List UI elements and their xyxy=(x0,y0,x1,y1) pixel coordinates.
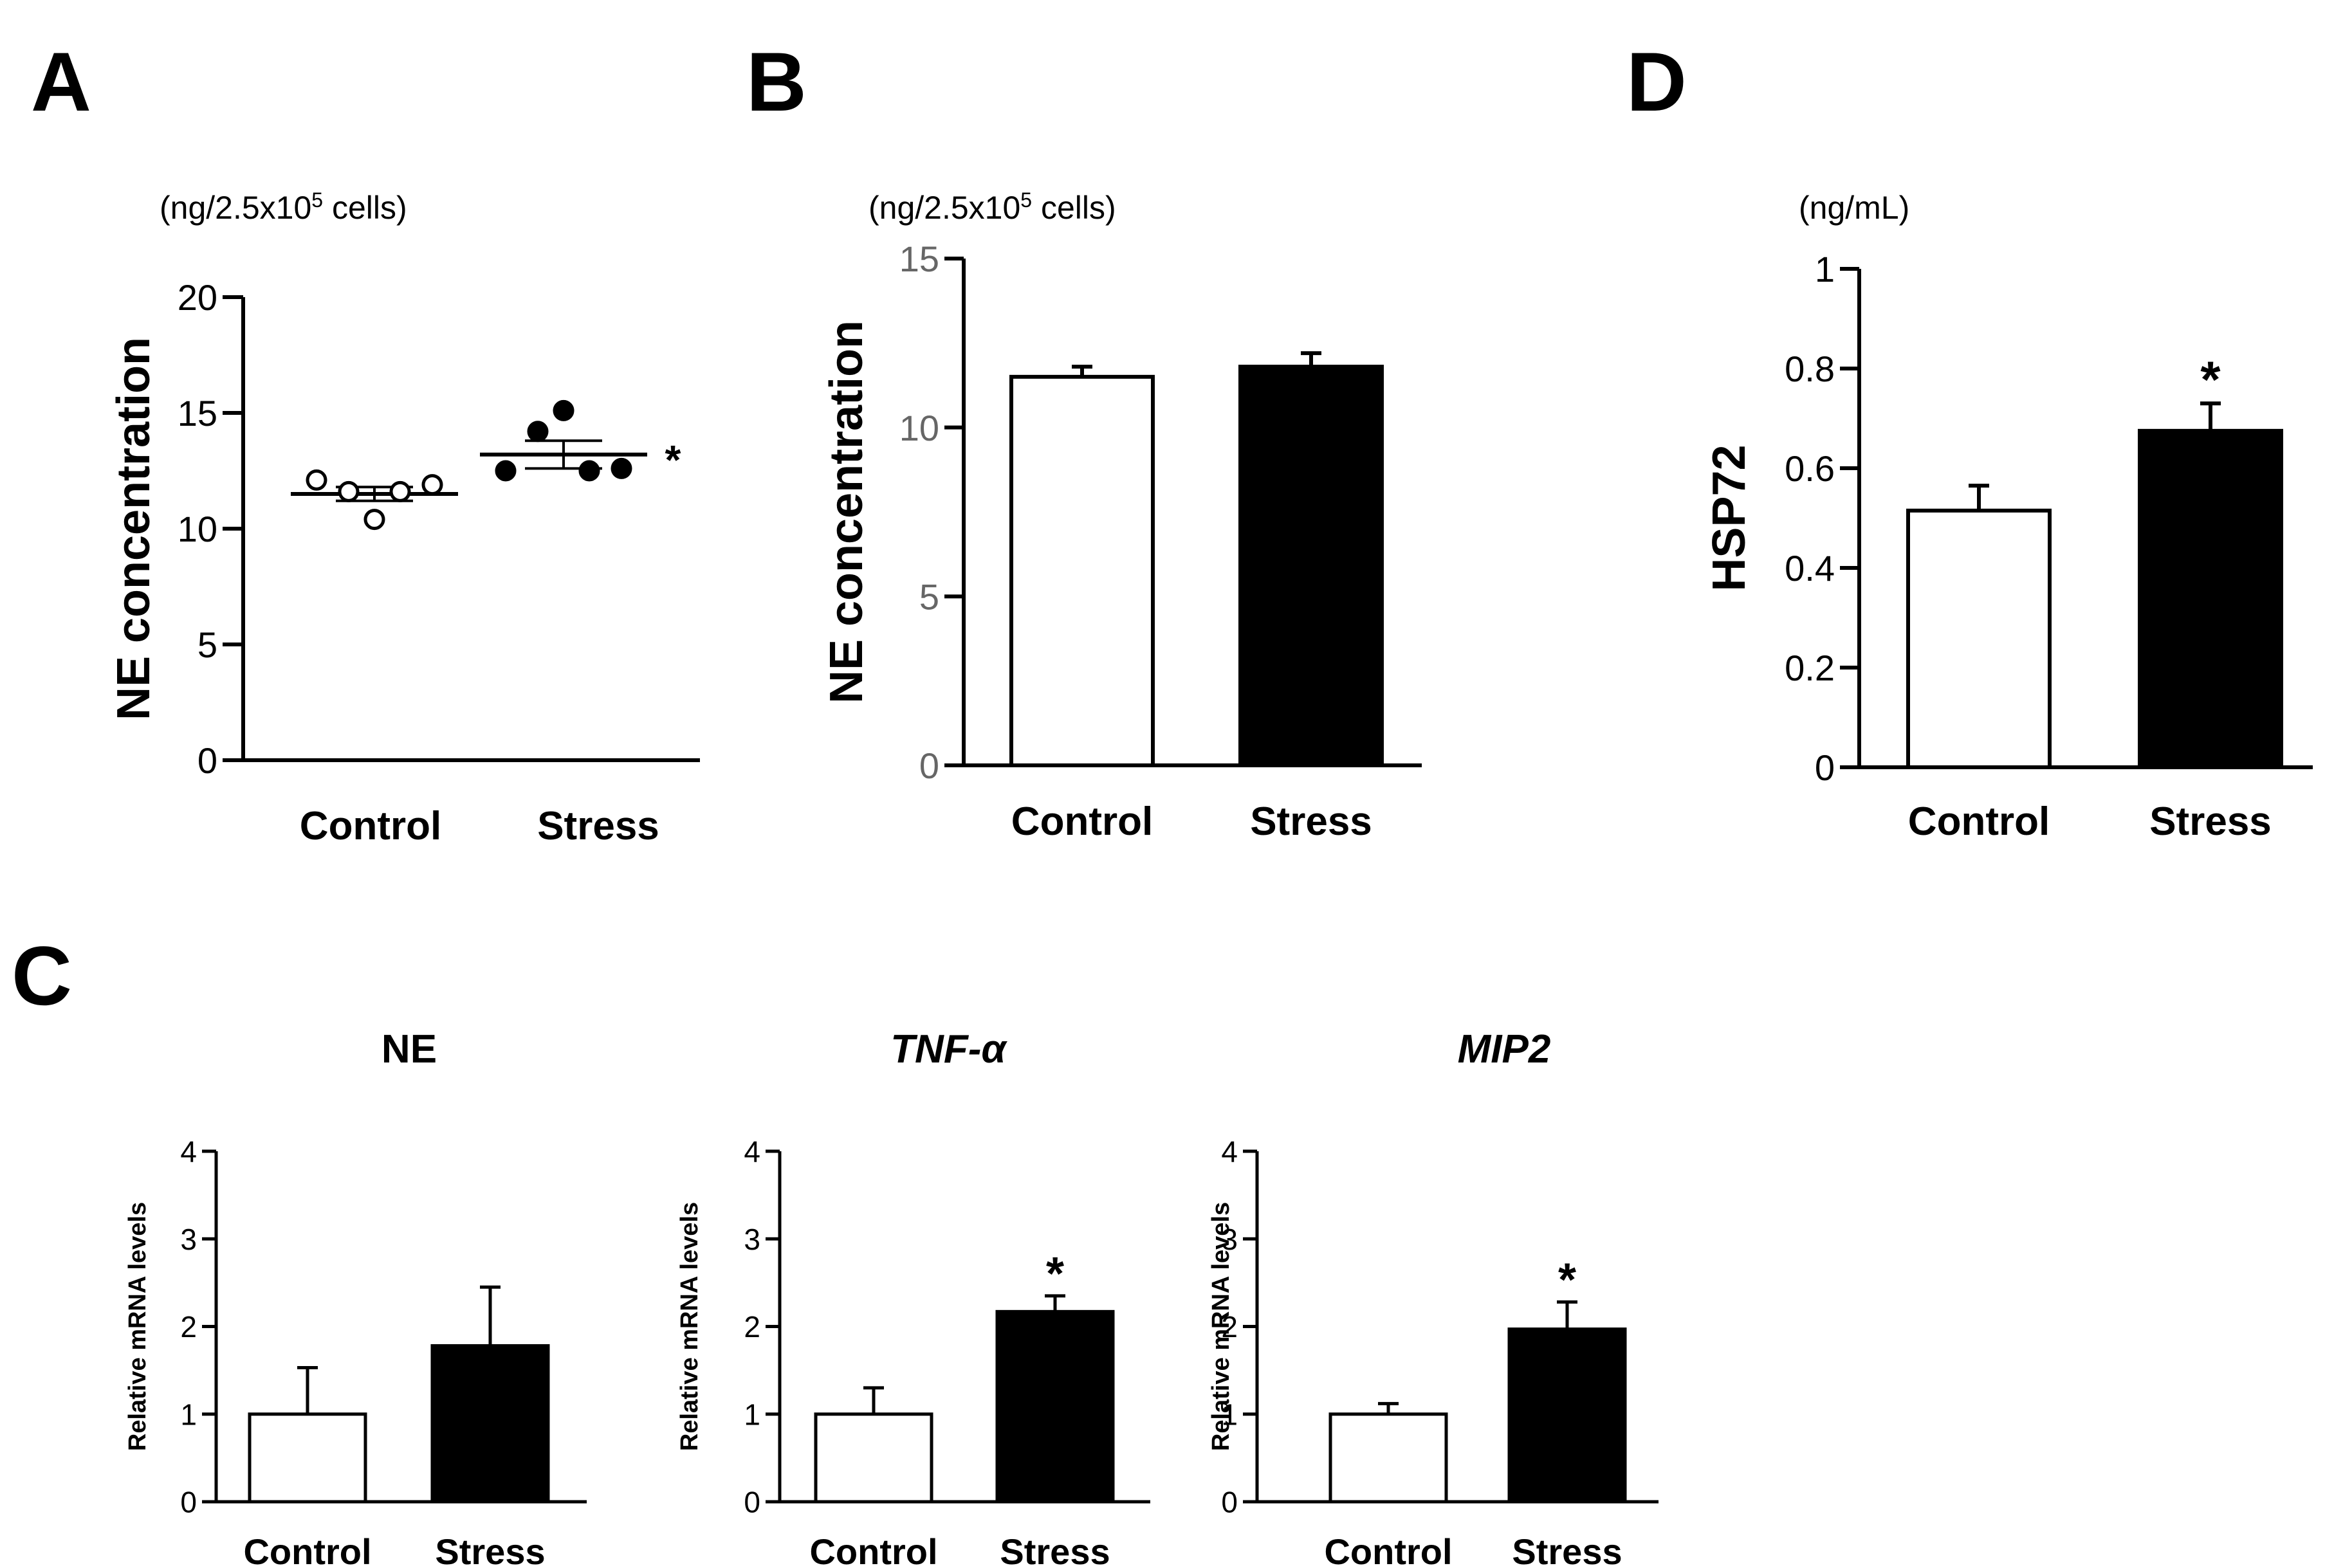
data-point xyxy=(363,509,385,531)
significance-marker: * xyxy=(665,437,681,483)
y-tick-label: 5 xyxy=(919,576,939,617)
y-tick-label: 0.6 xyxy=(1785,448,1835,489)
bar-stress xyxy=(1507,1327,1627,1504)
y-tick-label: 2 xyxy=(180,1310,197,1344)
unit-label-superscript: 5 xyxy=(311,188,323,212)
y-tick-label: 10 xyxy=(178,509,217,549)
data-point xyxy=(306,469,327,491)
y-tick-label: 1 xyxy=(744,1398,760,1431)
y-tick-label: 2 xyxy=(744,1310,760,1344)
y-tick-label: 0.8 xyxy=(1785,349,1835,389)
y-tick-label: 2 xyxy=(1221,1310,1238,1344)
y-tick-label: 3 xyxy=(744,1223,760,1256)
chart-c3: MIP2 0 1 2 3 4 Relative mRNA levels Control Stre… xyxy=(1208,1027,1659,1568)
chart-d: (ng/mL) 0 0.2 0.4 0.6 0.8 1 HSP72 Control Stress * xyxy=(1704,190,2313,844)
chart-title: TNF-α xyxy=(890,1027,1007,1071)
chart-title: MIP2 xyxy=(1458,1027,1551,1071)
y-tick-label: 1 xyxy=(1815,249,1835,289)
bar-stress xyxy=(1238,365,1384,767)
significance-marker: * xyxy=(1558,1254,1576,1306)
category-label-control: Control xyxy=(1324,1531,1452,1568)
y-tick-label: 5 xyxy=(198,624,217,665)
y-tick-label: 4 xyxy=(744,1135,760,1169)
data-point xyxy=(495,460,517,482)
bar-control xyxy=(1009,374,1155,767)
y-axis-label: Relative mRNA levels xyxy=(124,1202,151,1451)
y-tick-label: 0.2 xyxy=(1785,648,1835,688)
category-label-control: Control xyxy=(300,804,441,848)
y-tick-label: 0 xyxy=(1221,1486,1238,1519)
data-point xyxy=(527,421,549,442)
bar-stress xyxy=(995,1309,1115,1504)
unit-label-main: (ng/2.5x10 xyxy=(868,190,1020,226)
category-label-stress: Stress xyxy=(537,804,659,848)
y-axis-label: NE concentration xyxy=(821,320,872,704)
panel-letter-c: C xyxy=(12,929,72,1023)
category-label-stress: Stress xyxy=(435,1531,545,1568)
unit-label: (ng/2.5x105 cells) xyxy=(868,188,1116,226)
data-point xyxy=(611,457,632,479)
y-tick-label: 4 xyxy=(1221,1135,1238,1169)
data-point xyxy=(421,474,443,496)
chart-title: NE xyxy=(381,1027,437,1071)
category-label-control: Control xyxy=(243,1531,371,1568)
y-tick-label: 0 xyxy=(744,1486,760,1519)
y-tick-label: 4 xyxy=(180,1135,197,1169)
chart-c1: NE 0 1 2 3 4 Relative mRNA levels Control Stress xyxy=(124,1027,587,1568)
bar-stress xyxy=(430,1344,550,1504)
y-tick-label: 0 xyxy=(198,740,217,781)
y-tick-label: 0 xyxy=(1815,747,1835,788)
y-tick-label: 15 xyxy=(899,239,939,279)
panel-letter-d: D xyxy=(1626,35,1687,129)
chart-c2: TNF-α 0 1 2 3 4 Relative mRNA levels Control Str… xyxy=(676,1027,1150,1568)
y-tick-label: 15 xyxy=(178,393,217,433)
y-tick-label: 0 xyxy=(180,1486,197,1519)
category-label-control: Control xyxy=(1908,799,2050,844)
y-axis-label: Relative mRNA levels xyxy=(676,1202,703,1451)
y-axis-label: Relative mRNA levels xyxy=(1208,1202,1235,1451)
y-tick-label: 0 xyxy=(919,745,939,786)
significance-marker: * xyxy=(1046,1248,1064,1300)
panel-letter-a: A xyxy=(31,35,91,129)
y-axis-label: NE concentration xyxy=(108,337,160,720)
y-tick-label: 20 xyxy=(178,277,217,318)
category-label-stress: Stress xyxy=(1250,799,1372,844)
unit-label: (ng/2.5x105 cells) xyxy=(160,188,407,226)
category-label-stress: Stress xyxy=(1000,1531,1110,1568)
category-label-control: Control xyxy=(1011,799,1153,844)
y-tick-label: 10 xyxy=(899,408,939,448)
unit-label-superscript: 5 xyxy=(1020,188,1032,212)
unit-label-tail: cells) xyxy=(323,190,407,226)
y-tick-label: 3 xyxy=(180,1223,197,1256)
y-tick-label: 1 xyxy=(180,1398,197,1431)
unit-label-tail: cells) xyxy=(1032,190,1116,226)
unit-label-main: (ng/mL) xyxy=(1799,190,1909,226)
panel-letter-b: B xyxy=(746,35,807,129)
y-tick-label: 3 xyxy=(1221,1223,1238,1256)
category-label-stress: Stress xyxy=(1512,1531,1622,1568)
bar-control xyxy=(248,1412,367,1504)
data-point xyxy=(553,399,574,421)
y-tick-label: 1 xyxy=(1221,1398,1238,1431)
bar-control xyxy=(814,1412,933,1504)
significance-marker: * xyxy=(2200,351,2221,408)
unit-label-main: (ng/2.5x10 xyxy=(160,190,311,226)
bar-control xyxy=(1906,508,2052,769)
category-label-stress: Stress xyxy=(2149,799,2272,844)
category-label-control: Control xyxy=(809,1531,937,1568)
bar-stress xyxy=(2138,428,2283,769)
y-tick-label: 0.4 xyxy=(1785,548,1835,588)
unit-label: (ng/mL) xyxy=(1799,190,1909,226)
y-axis-label: HSP72 xyxy=(1704,444,1755,591)
data-point xyxy=(578,460,600,482)
data-point xyxy=(338,480,360,502)
data-point xyxy=(389,480,411,502)
bar-control xyxy=(1328,1412,1448,1504)
